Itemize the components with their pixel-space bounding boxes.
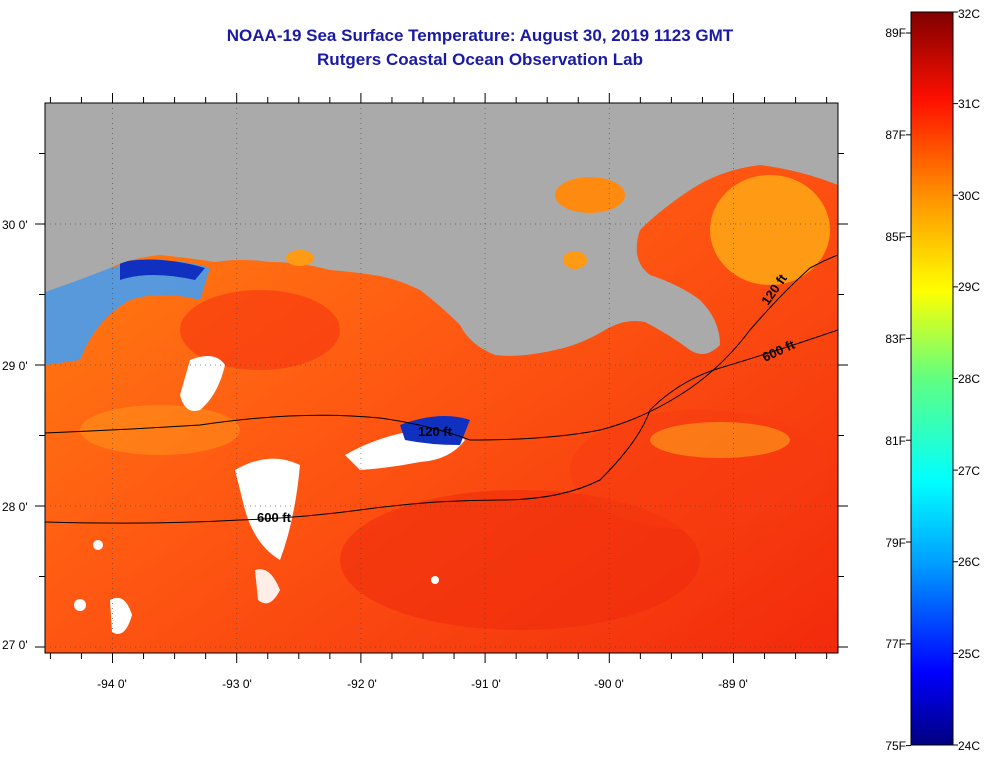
colorbar-c-label: 30C — [958, 189, 980, 203]
lon-label: -92 0' — [347, 677, 377, 691]
map-frame — [44, 102, 839, 654]
contour-120ft — [45, 254, 838, 441]
bay-warm-water — [286, 250, 314, 266]
cloud-cover — [110, 597, 132, 634]
cloud-cover — [235, 458, 300, 560]
coastal-cold-band — [120, 259, 205, 280]
map-gridlines — [45, 103, 838, 653]
cool-streak — [80, 405, 240, 455]
lat-label: 30 0' — [2, 218, 28, 232]
cloud-cover — [93, 540, 103, 550]
colorbar-c-label: 24C — [958, 739, 980, 753]
cloud-cover — [431, 576, 439, 584]
cool-streak — [650, 422, 790, 458]
lat-label: 29 0' — [2, 359, 28, 373]
contour-600ft — [45, 329, 838, 524]
lat-label: 27 0' — [2, 638, 28, 652]
warm-patch — [180, 290, 340, 370]
land-mass — [45, 103, 838, 356]
colorbar-c-label: 32C — [958, 7, 980, 21]
warm-patch — [570, 410, 830, 530]
colorbar-c-label: 26C — [958, 555, 980, 569]
delta-warm-water — [710, 175, 830, 285]
colorbar-f-label: 85F — [885, 230, 906, 244]
lat-label: 28 0' — [2, 500, 28, 514]
coastal-cool-water — [45, 260, 210, 365]
colorbar-c-label: 27C — [958, 464, 980, 478]
colorbar-c-label: 29C — [958, 280, 980, 294]
bay-warm-water — [555, 177, 625, 213]
lon-label: -90 0' — [594, 677, 624, 691]
lon-label: -91 0' — [471, 677, 501, 691]
cold-water-patch — [400, 416, 470, 445]
map-area — [45, 103, 838, 653]
contour-label-120ft-west: 120 ft — [418, 424, 453, 439]
colorbar-f-label: 89F — [885, 26, 906, 40]
colorbar-f-label: 83F — [885, 332, 906, 346]
colorbar-c-label: 28C — [958, 372, 980, 386]
cloud-cover — [74, 599, 86, 611]
colorbar-f-label: 77F — [885, 637, 906, 651]
colorbar-f-label: 81F — [885, 434, 906, 448]
temperature-colorbar — [910, 11, 954, 746]
lon-label: -89 0' — [718, 677, 748, 691]
bay-warm-water — [563, 251, 587, 269]
lon-label: -93 0' — [222, 677, 252, 691]
cloud-cover — [180, 356, 225, 411]
colorbar-f-label: 75F — [885, 739, 906, 753]
lon-label: -94 0' — [97, 677, 127, 691]
contour-label-600ft-west: 600 ft — [257, 510, 292, 525]
map-subtitle: Rutgers Coastal Ocean Observation Lab — [317, 50, 643, 69]
cloud-cover — [255, 569, 280, 604]
map-ticks — [35, 93, 848, 663]
colorbar-f-label: 79F — [885, 536, 906, 550]
colorbar-f-label: 87F — [885, 128, 906, 142]
map-title: NOAA-19 Sea Surface Temperature: August … — [226, 26, 734, 45]
warm-patch — [340, 490, 700, 630]
colorbar-ticks — [906, 11, 958, 747]
colorbar-c-label: 25C — [958, 647, 980, 661]
colorbar-c-label: 31C — [958, 97, 980, 111]
